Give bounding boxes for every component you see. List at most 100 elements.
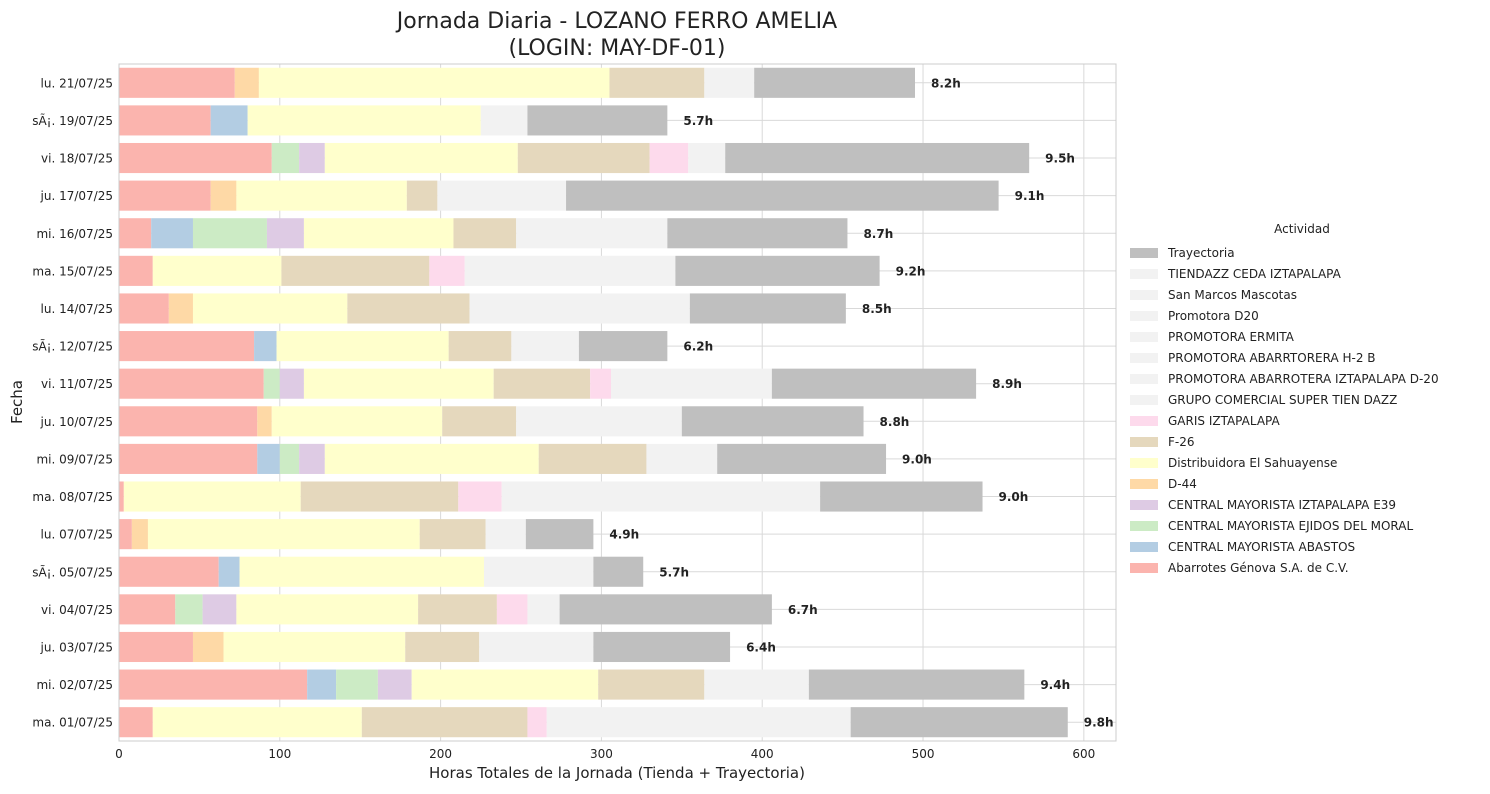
legend-item: PROMOTORA ABARROTERA IZTAPALAPA D-20 bbox=[1122, 368, 1482, 389]
bar-segment bbox=[704, 669, 809, 700]
bar-segment bbox=[347, 293, 470, 324]
bar-segment bbox=[480, 105, 528, 136]
bar-segment bbox=[119, 218, 152, 249]
x-tick-label: 500 bbox=[912, 747, 935, 761]
total-label: 8.9h bbox=[992, 377, 1022, 391]
bar-segment bbox=[609, 67, 705, 98]
legend-swatch bbox=[1130, 289, 1158, 300]
bar-segment bbox=[299, 142, 325, 174]
legend-swatch bbox=[1130, 268, 1158, 279]
legend-label: Promotora D20 bbox=[1168, 308, 1259, 323]
bar-segment bbox=[717, 443, 887, 474]
bar-segment bbox=[469, 293, 690, 324]
bar-segment bbox=[527, 105, 668, 136]
bar-segment bbox=[377, 669, 412, 700]
bar-segment bbox=[725, 142, 1030, 174]
y-tick-label: ma. 01/07/25 bbox=[32, 716, 113, 730]
bar-segment bbox=[151, 218, 193, 249]
legend-swatch bbox=[1130, 352, 1158, 363]
bar-segment bbox=[192, 293, 348, 324]
total-label: 9.0h bbox=[999, 490, 1029, 504]
legend-label: F-26 bbox=[1168, 434, 1195, 449]
total-label: 5.7h bbox=[659, 565, 689, 579]
legend-swatch bbox=[1130, 562, 1158, 573]
total-label: 6.7h bbox=[788, 603, 818, 617]
bar-segment bbox=[546, 707, 851, 738]
legend-item: CENTRAL MAYORISTA ABASTOS bbox=[1122, 536, 1482, 557]
legend-label: GRUPO COMERCIAL SUPER TIEN DAZZ bbox=[1168, 392, 1398, 407]
bar-segment bbox=[485, 519, 526, 550]
bar-segment bbox=[119, 443, 258, 474]
bar-segment bbox=[516, 218, 668, 249]
legend-label: CENTRAL MAYORISTA ABASTOS bbox=[1168, 539, 1356, 554]
bar-segment bbox=[223, 631, 406, 663]
bar-segment bbox=[458, 481, 502, 512]
bar-segment bbox=[464, 255, 676, 286]
bar-segment bbox=[119, 669, 308, 700]
legend-swatch bbox=[1130, 373, 1158, 384]
y-tick-label: lu. 21/07/25 bbox=[41, 76, 113, 90]
legend-swatch bbox=[1130, 499, 1158, 510]
bar-segment bbox=[493, 368, 591, 399]
bar-segment bbox=[254, 331, 277, 362]
legend-label: D-44 bbox=[1168, 476, 1197, 491]
legend-item: CENTRAL MAYORISTA IZTAPALAPA E39 bbox=[1122, 494, 1482, 515]
bar-segment bbox=[257, 443, 280, 474]
bar-segment bbox=[303, 368, 494, 399]
x-tick-label: 400 bbox=[751, 747, 774, 761]
plot-frame bbox=[118, 63, 1117, 742]
total-label: 9.2h bbox=[896, 264, 926, 278]
y-tick-label: sÃ¡. 12/07/25 bbox=[32, 339, 113, 354]
legend-swatch bbox=[1130, 310, 1158, 321]
x-tick-label: 0 bbox=[115, 747, 123, 761]
bar-segment bbox=[258, 67, 610, 98]
bar-segment bbox=[578, 331, 668, 362]
bar-segment bbox=[239, 556, 485, 587]
bar-segment bbox=[218, 556, 240, 587]
legend-swatch bbox=[1130, 394, 1158, 405]
legend-label: PROMOTORA ABARRTORERA H-2 B bbox=[1168, 350, 1376, 365]
legend-item: F-26 bbox=[1122, 431, 1482, 452]
legend-swatch bbox=[1130, 520, 1158, 531]
bar-segment bbox=[593, 631, 731, 663]
bar-segment bbox=[119, 631, 193, 663]
bar-segment bbox=[147, 519, 420, 550]
y-tick-label: sÃ¡. 19/07/25 bbox=[32, 113, 113, 128]
legend-label: Trayectoria bbox=[1168, 245, 1235, 260]
legend-label: CENTRAL MAYORISTA IZTAPALAPA E39 bbox=[1168, 497, 1397, 512]
bar-segment bbox=[771, 368, 977, 399]
bar-segment bbox=[590, 368, 612, 399]
total-label: 9.0h bbox=[902, 452, 932, 466]
y-axis-label: Fecha bbox=[8, 380, 26, 424]
legend-item: Distribuidora El Sahuayense bbox=[1122, 452, 1482, 473]
bar-segment bbox=[689, 293, 846, 324]
bar-segment bbox=[202, 594, 237, 625]
bar-segment bbox=[850, 707, 1068, 738]
legend-item: GARIS IZTAPALAPA bbox=[1122, 410, 1482, 431]
bar-segment bbox=[336, 669, 378, 700]
bar-segment bbox=[406, 180, 438, 211]
legend-item: CENTRAL MAYORISTA EJIDOS DEL MORAL bbox=[1122, 515, 1482, 536]
bar-segment bbox=[210, 105, 248, 136]
bar-segment bbox=[263, 368, 280, 399]
total-label: 8.2h bbox=[931, 76, 961, 90]
bars-layer bbox=[119, 67, 1068, 738]
legend-label: PROMOTORA ERMITA bbox=[1168, 329, 1294, 344]
total-label: 8.7h bbox=[863, 227, 893, 241]
legend-item: D-44 bbox=[1122, 473, 1482, 494]
y-tick-label: mi. 09/07/25 bbox=[36, 452, 113, 466]
x-axis-label: Horas Totales de la Jornada (Tienda + Tr… bbox=[429, 764, 805, 782]
legend-label: TIENDAZZ CEDA IZTAPALAPA bbox=[1168, 266, 1341, 281]
bar-segment bbox=[448, 331, 512, 362]
legend-item: San Marcos Mascotas bbox=[1122, 284, 1482, 305]
bar-segment bbox=[479, 631, 594, 663]
bar-segment bbox=[131, 519, 148, 550]
bar-segment bbox=[300, 481, 459, 512]
total-label: 9.8h bbox=[1084, 716, 1114, 730]
bar-segment bbox=[429, 255, 465, 286]
bar-segment bbox=[119, 556, 219, 587]
y-tick-label: vi. 18/07/25 bbox=[41, 152, 113, 166]
bar-segment bbox=[281, 255, 430, 286]
bar-segment bbox=[516, 406, 682, 437]
bar-segment bbox=[307, 669, 337, 700]
